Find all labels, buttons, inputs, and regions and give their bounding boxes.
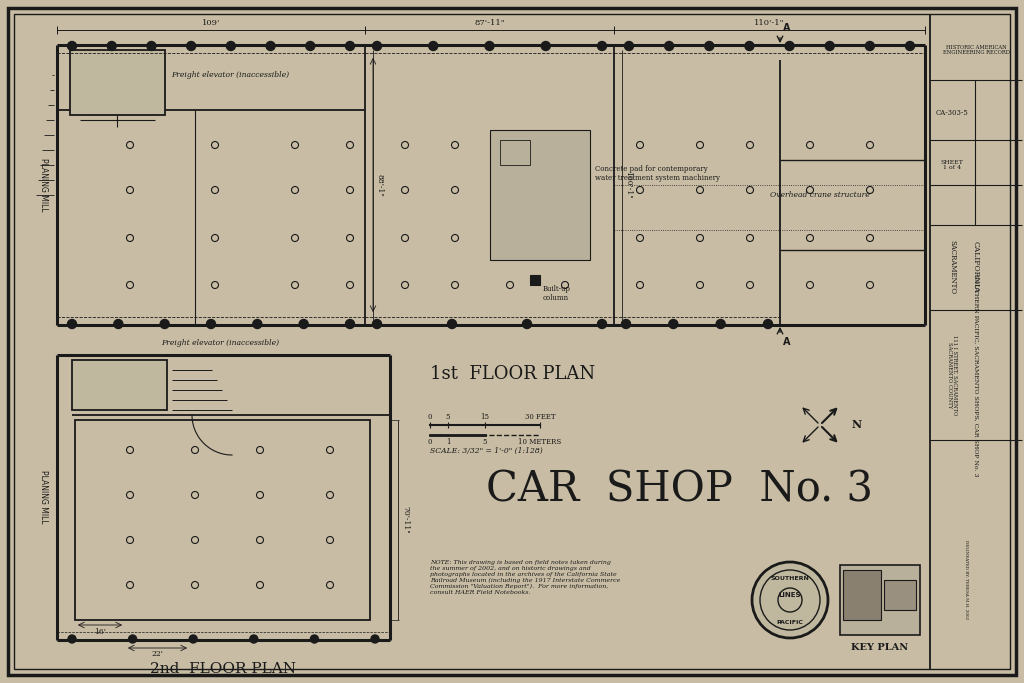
Text: 2nd  FLOOR PLAN: 2nd FLOOR PLAN [150,662,296,676]
Circle shape [68,635,76,643]
Circle shape [146,42,156,51]
Text: 22': 22' [152,650,163,658]
Text: 5: 5 [445,413,451,421]
Bar [884,580,916,610]
Text: 16': 16' [94,628,105,636]
Circle shape [250,635,258,643]
Circle shape [542,42,550,51]
Text: SACRAMENTO: SACRAMENTO [948,240,956,294]
Circle shape [226,42,236,51]
Circle shape [68,42,77,51]
Text: KEY PLAN: KEY PLAN [851,643,908,652]
Circle shape [108,42,116,51]
Circle shape [186,42,196,51]
Text: 10 METERS: 10 METERS [518,438,561,446]
Bar [70,50,165,115]
Circle shape [716,320,725,329]
Text: Overhead crane structure: Overhead crane structure [770,191,869,199]
Circle shape [345,320,354,329]
Text: 109': 109' [202,19,220,27]
Bar [75,420,370,620]
Bar [490,130,590,260]
Text: PLANING MILL: PLANING MILL [39,158,47,212]
Text: HISTORIC AMERICAN
ENGINEERING RECORD: HISTORIC AMERICAN ENGINEERING RECORD [942,44,1010,55]
Circle shape [299,320,308,329]
Bar [72,360,167,410]
Text: 70'-11": 70'-11" [401,506,409,534]
Text: CALIFORNIA: CALIFORNIA [972,241,980,293]
Circle shape [865,42,874,51]
Text: 110'-1": 110'-1" [755,19,784,27]
Circle shape [625,42,634,51]
Bar [500,140,530,165]
Bar [840,565,920,635]
Text: DELINEATED BY: TERESA M.H. 2002: DELINEATED BY: TERESA M.H. 2002 [964,540,968,619]
Text: 111 I STREET, SACRAMENTO
SACRAMENTO COUNTY: 111 I STREET, SACRAMENTO SACRAMENTO COUN… [946,335,957,415]
Circle shape [485,42,494,51]
Circle shape [306,42,314,51]
Circle shape [207,320,215,329]
Circle shape [752,562,828,638]
Text: 0: 0 [428,413,432,421]
Circle shape [744,42,754,51]
Text: CA-303-5: CA-303-5 [936,109,969,117]
Text: 1: 1 [445,438,451,446]
Circle shape [705,42,714,51]
Circle shape [665,42,674,51]
Circle shape [373,320,382,329]
Circle shape [429,42,437,51]
Circle shape [253,320,262,329]
Circle shape [597,320,606,329]
Circle shape [905,42,914,51]
Circle shape [345,42,354,51]
Circle shape [669,320,678,329]
Circle shape [785,42,794,51]
Circle shape [447,320,457,329]
Text: N: N [852,419,862,430]
Text: Built-up
column: Built-up column [543,285,571,302]
Circle shape [129,635,136,643]
Text: SOUTHERN PACIFIC, SACRAMENTO SHOPS, CAR SHOP No. 3: SOUTHERN PACIFIC, SACRAMENTO SHOPS, CAR … [974,274,979,476]
Circle shape [622,320,631,329]
Bar [530,275,540,285]
Circle shape [68,320,77,329]
Circle shape [778,588,802,612]
Circle shape [597,42,606,51]
Text: SOUTHERN: SOUTHERN [771,576,809,581]
Text: 87'-11": 87'-11" [474,19,505,27]
Text: 0: 0 [428,438,432,446]
Circle shape [825,42,835,51]
Circle shape [371,635,379,643]
Circle shape [160,320,169,329]
Text: 88'-1": 88'-1" [375,173,383,197]
Text: LINES: LINES [778,592,801,598]
Circle shape [189,635,198,643]
Text: 5: 5 [482,438,487,446]
Text: Freight elevator (inaccessible): Freight elevator (inaccessible) [171,71,289,79]
Text: 30 FEET: 30 FEET [524,413,555,421]
Circle shape [764,320,772,329]
Circle shape [114,320,123,329]
Text: Freight elevator (inaccessible): Freight elevator (inaccessible) [161,339,280,347]
Text: A: A [783,23,791,33]
Text: CAR  SHOP  No. 3: CAR SHOP No. 3 [486,469,873,511]
Text: NOTE: This drawing is based on field notes taken during
the summer of 2002, and : NOTE: This drawing is based on field not… [430,560,621,595]
Text: 100'-1": 100'-1" [624,171,632,199]
Circle shape [310,635,318,643]
Text: PACIFIC: PACIFIC [776,619,804,624]
Text: SCALE: 3/32" = 1'-0" (1:128): SCALE: 3/32" = 1'-0" (1:128) [430,447,543,455]
Bar [843,570,881,620]
Text: SHEET
1 of 4: SHEET 1 of 4 [941,160,964,170]
Text: Concrete pad for contemporary
water treatment system machinery: Concrete pad for contemporary water trea… [595,165,720,182]
Text: 15: 15 [480,413,489,421]
Circle shape [373,42,382,51]
Text: PLANING MILL: PLANING MILL [39,470,47,524]
Circle shape [522,320,531,329]
Text: A: A [783,337,791,347]
Text: 1st  FLOOR PLAN: 1st FLOOR PLAN [430,365,595,383]
Circle shape [266,42,275,51]
